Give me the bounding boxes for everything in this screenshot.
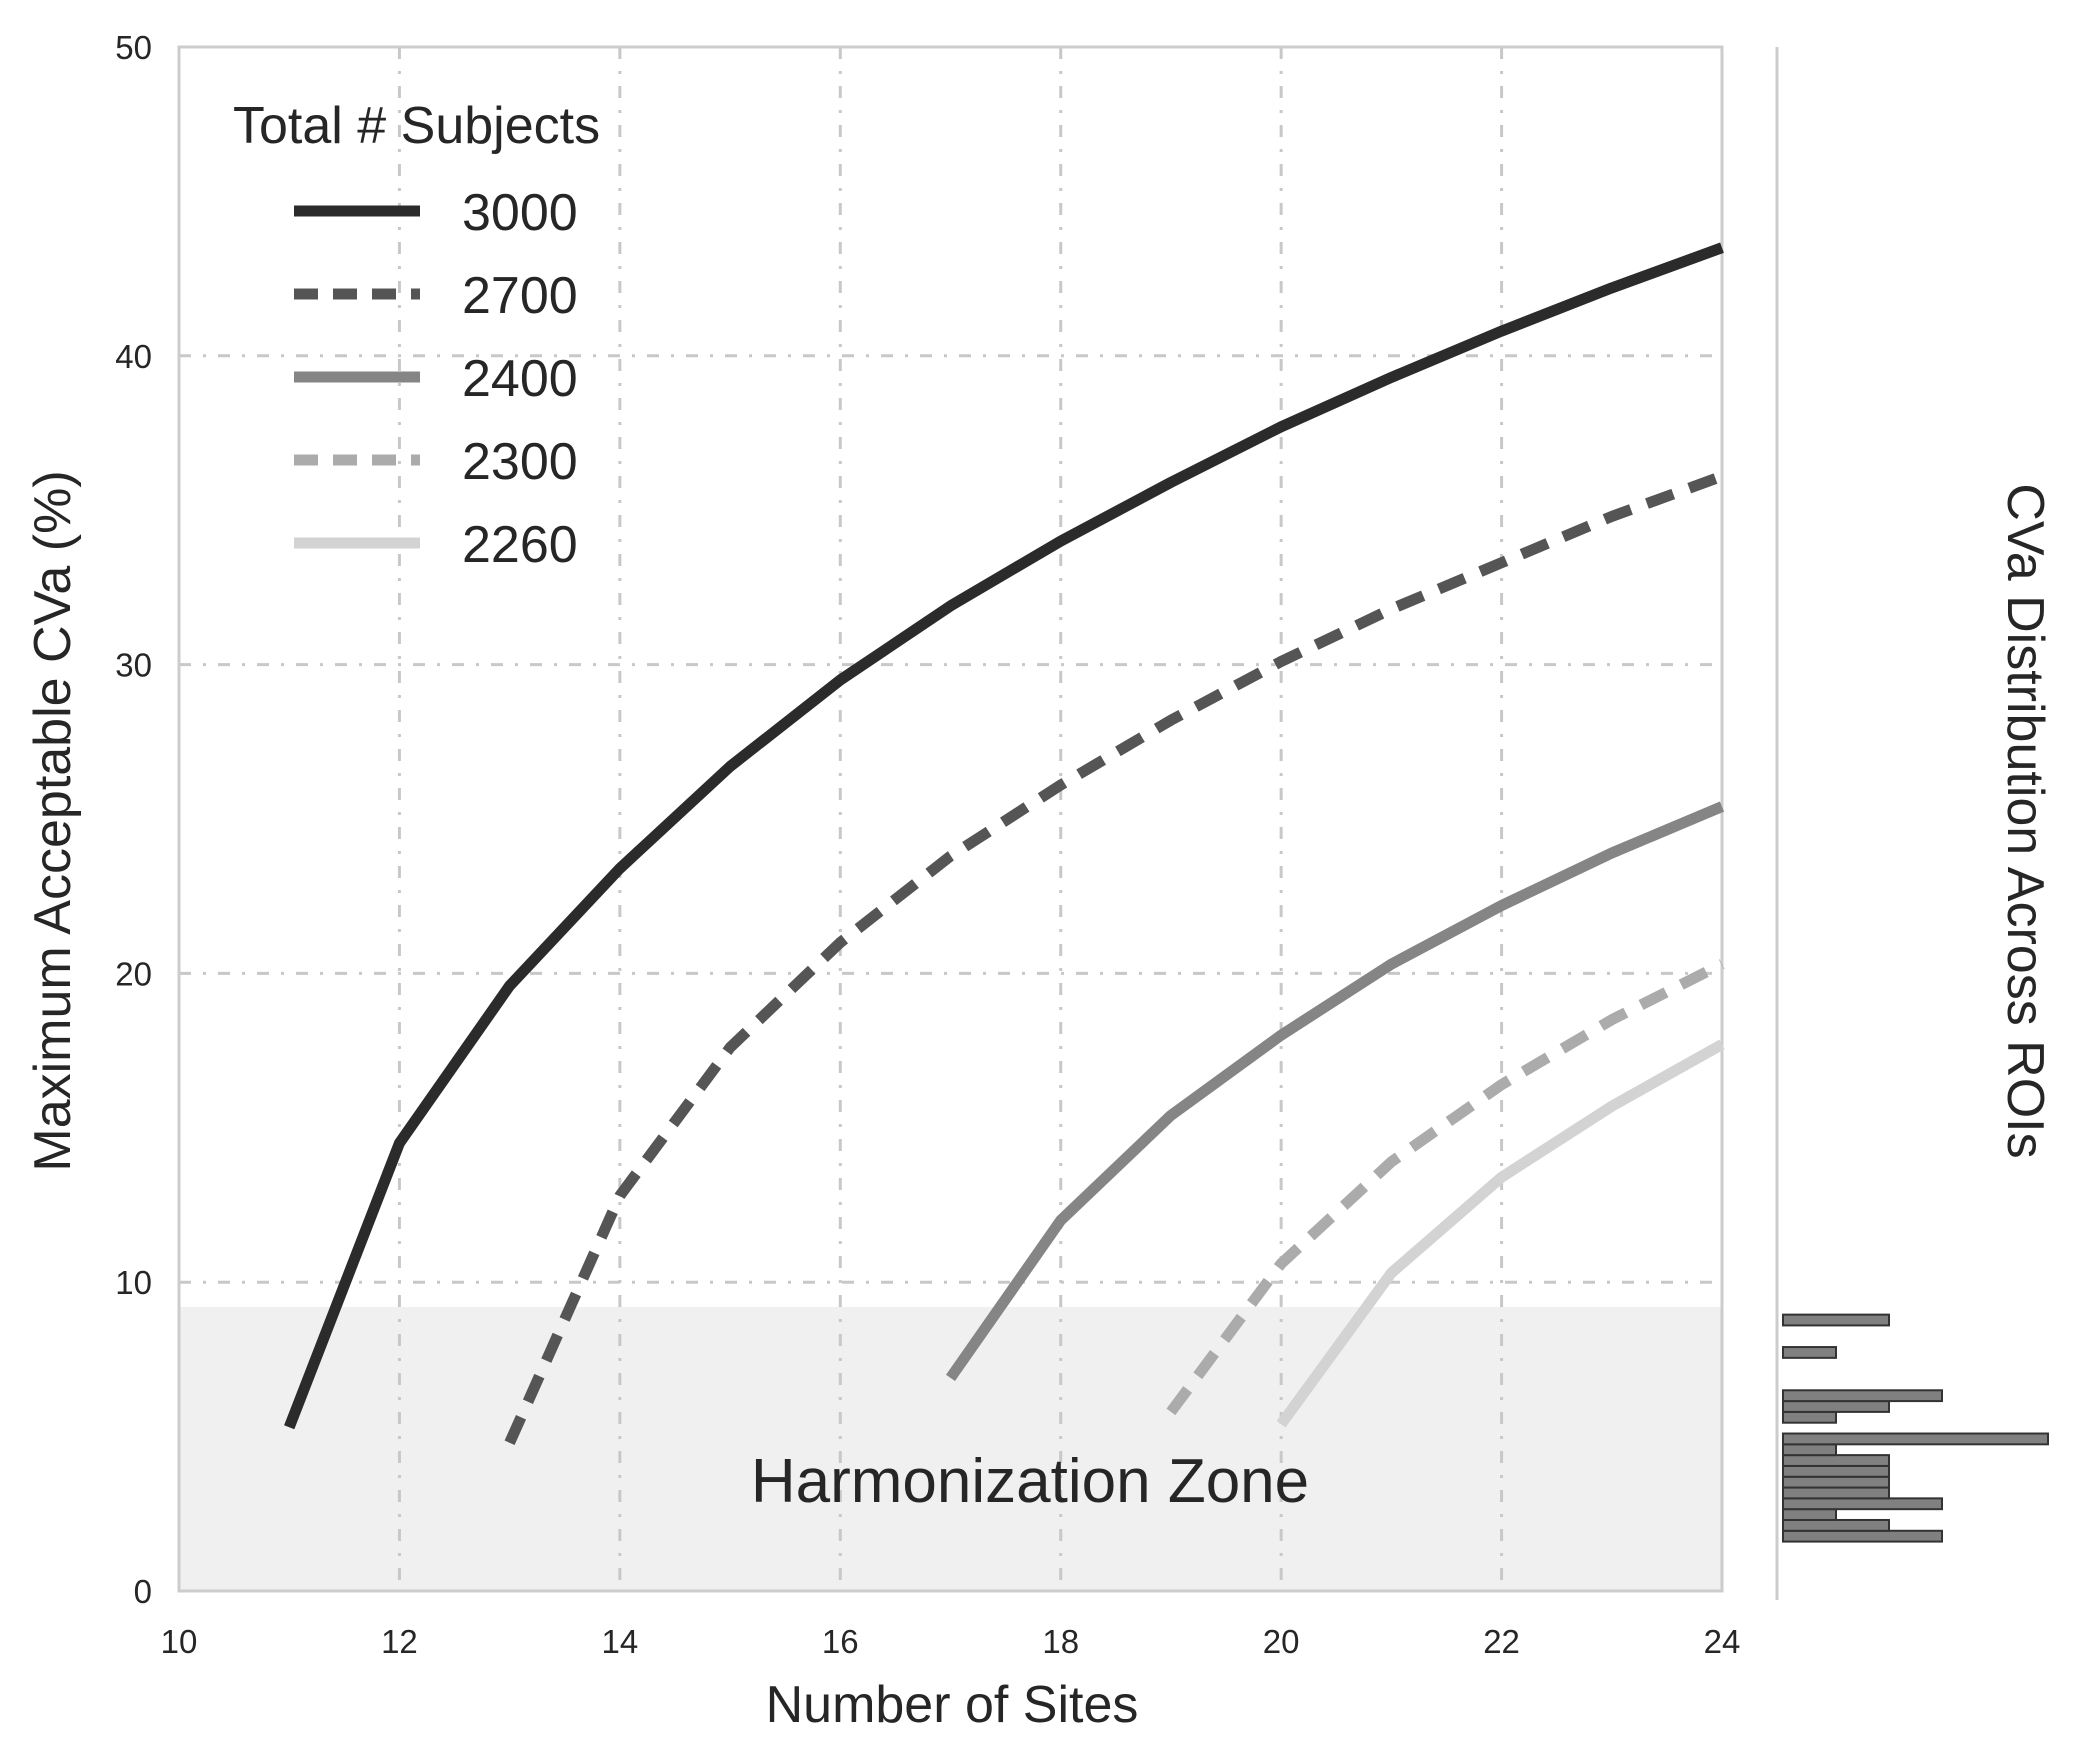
series-layer [284, 242, 1725, 1446]
series-line-2400 [945, 801, 1725, 1382]
y-tick-label-1: 10 [115, 1264, 152, 1301]
x-axis-ticks: 10 12 14 16 18 20 22 24 [161, 1623, 1741, 1660]
x-tick-label-0: 10 [161, 1623, 198, 1660]
x-tick-label-4: 18 [1042, 1623, 1079, 1660]
histogram-bar-14 [1782, 1313, 1890, 1327]
legend-label-2400: 2400 [462, 350, 578, 408]
histogram-bar-5 [1782, 1475, 1890, 1489]
y-tick-label-5: 50 [115, 29, 152, 66]
y-tick-label-0: 0 [134, 1573, 152, 1610]
histogram-title: CVa Distribution Across ROIs [1996, 483, 2054, 1158]
harmonization-zone [179, 1306, 1722, 1591]
x-axis-title: Number of Sites [766, 1676, 1139, 1734]
plot-frame [177, 45, 1724, 1593]
zone-layer [179, 1306, 1722, 1591]
histogram-bar-7 [1782, 1454, 1890, 1467]
legend-label-2300: 2300 [462, 433, 578, 491]
x-tick-label-2: 14 [601, 1623, 638, 1660]
y-tick-label-4: 40 [115, 338, 152, 375]
histogram-bar-12 [1782, 1389, 1943, 1403]
harmonization-zone-label: Harmonization Zone [751, 1447, 1309, 1516]
legend-label-3000: 3000 [462, 184, 578, 242]
side-histogram [1775, 47, 2049, 1600]
histogram-bar-4 [1782, 1486, 1890, 1500]
series-line-2700 [504, 471, 1724, 1446]
series-line-2260 [1276, 1039, 1725, 1428]
histogram-bar-1 [1782, 1518, 1890, 1532]
plot-border [177, 45, 1724, 1593]
x-tick-label-1: 12 [381, 1623, 418, 1660]
histogram-bar-2 [1782, 1508, 1837, 1521]
histogram-bar-9 [1782, 1432, 2049, 1446]
histogram-bar-0 [1782, 1529, 1943, 1543]
legend-title: Total # Subjects [233, 97, 600, 155]
y-tick-label-3: 30 [115, 647, 152, 684]
series-line-2300 [1166, 959, 1725, 1416]
histogram-bar-8 [1782, 1443, 1837, 1457]
x-tick-label-3: 16 [822, 1623, 859, 1660]
y-axis-ticks: 0 10 20 30 40 50 [115, 29, 152, 1610]
series-line-3000 [284, 242, 1724, 1430]
histogram-bar-6 [1782, 1464, 1890, 1478]
histogram-bar-3 [1782, 1497, 1943, 1511]
y-tick-label-2: 20 [115, 955, 152, 992]
histogram-bar-11 [1782, 1400, 1890, 1413]
histogram-bar-10 [1782, 1410, 1837, 1424]
legend-label-2260: 2260 [462, 516, 578, 574]
x-tick-label-5: 20 [1263, 1623, 1300, 1660]
x-tick-label-6: 22 [1483, 1623, 1520, 1660]
x-tick-label-7: 24 [1704, 1623, 1741, 1660]
legend: Total # Subjects 3000 2700 2400 2300 2260 [233, 97, 600, 574]
legend-label-2700: 2700 [462, 267, 578, 325]
histogram-bar-13 [1782, 1346, 1837, 1359]
y-axis-title: Maximum Acceptable CVa (%) [24, 470, 82, 1171]
